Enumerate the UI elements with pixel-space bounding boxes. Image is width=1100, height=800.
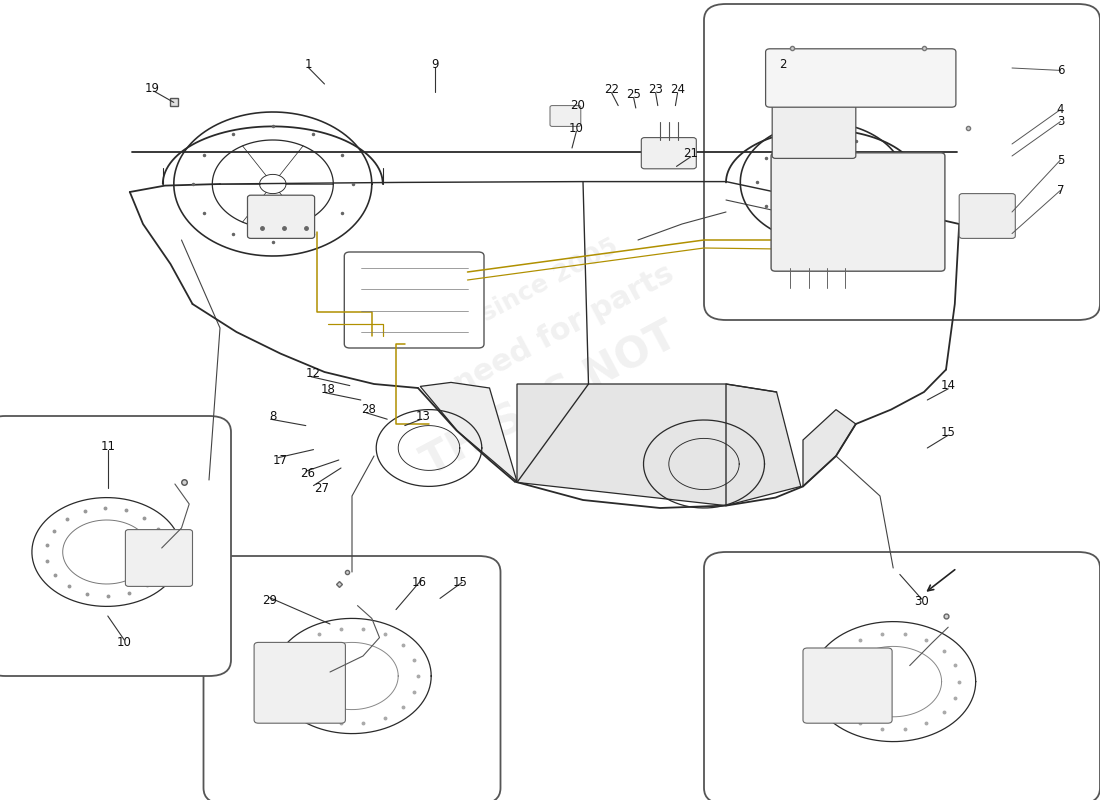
Text: 1: 1 <box>305 58 311 70</box>
Text: 20: 20 <box>570 99 585 112</box>
Text: 30: 30 <box>914 595 929 608</box>
FancyBboxPatch shape <box>704 4 1100 320</box>
Text: 2: 2 <box>780 58 786 70</box>
Text: 15: 15 <box>452 576 468 589</box>
Text: 28: 28 <box>361 403 376 416</box>
Text: 10: 10 <box>117 636 132 649</box>
FancyBboxPatch shape <box>204 556 500 800</box>
FancyBboxPatch shape <box>772 102 856 158</box>
Text: 26: 26 <box>300 467 316 480</box>
FancyBboxPatch shape <box>766 49 956 107</box>
Text: 4: 4 <box>1057 103 1064 116</box>
Text: 13: 13 <box>416 410 431 422</box>
Text: 12: 12 <box>306 367 321 380</box>
FancyBboxPatch shape <box>959 194 1015 238</box>
Text: 22: 22 <box>604 83 619 96</box>
FancyBboxPatch shape <box>704 552 1100 800</box>
Text: 3: 3 <box>1057 115 1064 128</box>
FancyBboxPatch shape <box>550 106 581 126</box>
Text: 11: 11 <box>100 440 116 453</box>
Text: 6: 6 <box>1057 64 1064 77</box>
Polygon shape <box>517 384 801 506</box>
FancyBboxPatch shape <box>771 153 945 271</box>
Text: 27: 27 <box>314 482 329 494</box>
Text: 14: 14 <box>940 379 956 392</box>
FancyBboxPatch shape <box>641 138 696 169</box>
Text: 25: 25 <box>626 88 641 101</box>
Text: 23: 23 <box>648 83 663 96</box>
Text: 7: 7 <box>1057 184 1064 197</box>
FancyBboxPatch shape <box>803 648 892 723</box>
Text: 18: 18 <box>320 383 336 396</box>
Text: 9: 9 <box>431 58 438 70</box>
Text: 15: 15 <box>940 426 956 438</box>
Text: 10: 10 <box>569 122 584 134</box>
Text: 21: 21 <box>683 147 698 160</box>
Text: 24: 24 <box>670 83 685 96</box>
Text: 19: 19 <box>144 82 159 94</box>
Text: 8: 8 <box>270 410 276 422</box>
Polygon shape <box>803 410 856 486</box>
Text: THIS IS NOT: THIS IS NOT <box>416 315 684 485</box>
Text: 17: 17 <box>273 454 288 466</box>
Text: a need for parts: a need for parts <box>421 258 679 414</box>
Text: since 2005: since 2005 <box>477 234 623 326</box>
Text: 5: 5 <box>1057 154 1064 166</box>
FancyBboxPatch shape <box>344 252 484 348</box>
Text: 16: 16 <box>411 576 427 589</box>
FancyBboxPatch shape <box>254 642 345 723</box>
FancyBboxPatch shape <box>125 530 192 586</box>
FancyBboxPatch shape <box>0 416 231 676</box>
FancyBboxPatch shape <box>248 195 315 238</box>
Polygon shape <box>420 382 517 482</box>
Text: 29: 29 <box>262 594 277 606</box>
